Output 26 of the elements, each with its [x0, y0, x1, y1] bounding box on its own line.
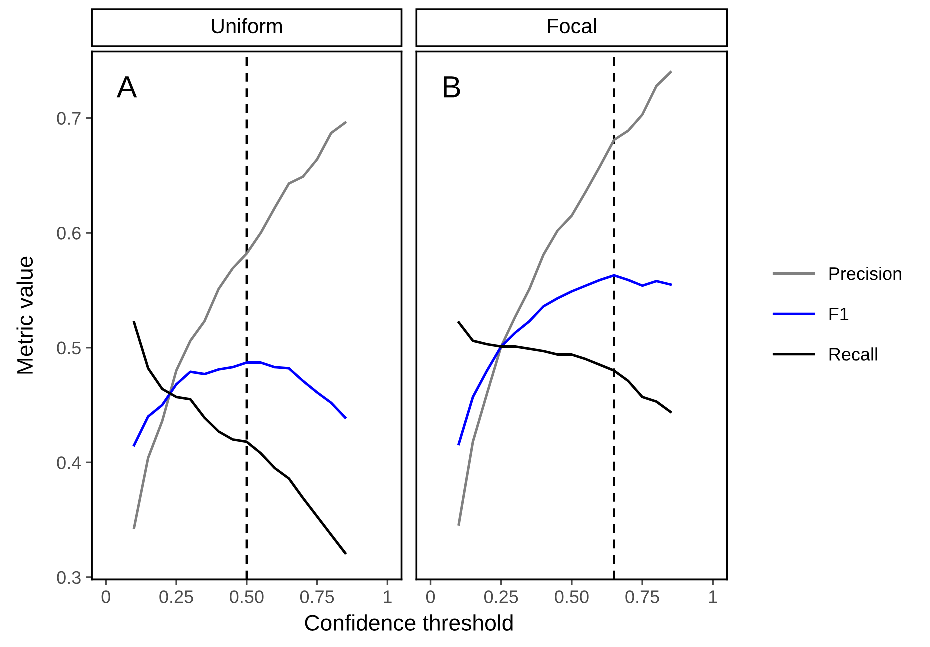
- annotation: A: [116, 76, 138, 98]
- chart-title: Uniform: [212, 18, 282, 34]
- x-tick-label: 1: [384, 590, 392, 604]
- y-tick-label: 0.5: [57, 342, 81, 355]
- x-tick-label: 0.25: [484, 590, 518, 604]
- x-tick-label: 0.50: [230, 590, 264, 604]
- line-series: [133, 122, 347, 530]
- line-series: [133, 362, 347, 447]
- y-tick-label: 0.3: [57, 571, 81, 584]
- x-tick-label: 0.75: [300, 590, 334, 604]
- x-tick-label: 0: [426, 590, 436, 604]
- y-tick-label: 0.4: [57, 456, 82, 470]
- x-tick-label: 0.75: [626, 590, 660, 604]
- x-tick-label: 0.25: [160, 590, 194, 604]
- y-tick-label: 0.7: [57, 112, 81, 126]
- x-tick-label: 0: [102, 590, 110, 604]
- x-tick-label: 0.50: [555, 590, 589, 604]
- chart-title: Focal: [548, 18, 596, 34]
- legend-label: Recall: [830, 348, 878, 361]
- annotation: B: [444, 76, 460, 98]
- x-axis-title: Confidence threshold: [305, 614, 513, 631]
- x-tick-label: 1: [709, 590, 718, 604]
- legend-label: Precision: [830, 267, 902, 280]
- legend-label: F1: [830, 308, 849, 320]
- y-axis-title: Metric value: [16, 256, 34, 374]
- y-tick-label: 0.6: [57, 227, 81, 240]
